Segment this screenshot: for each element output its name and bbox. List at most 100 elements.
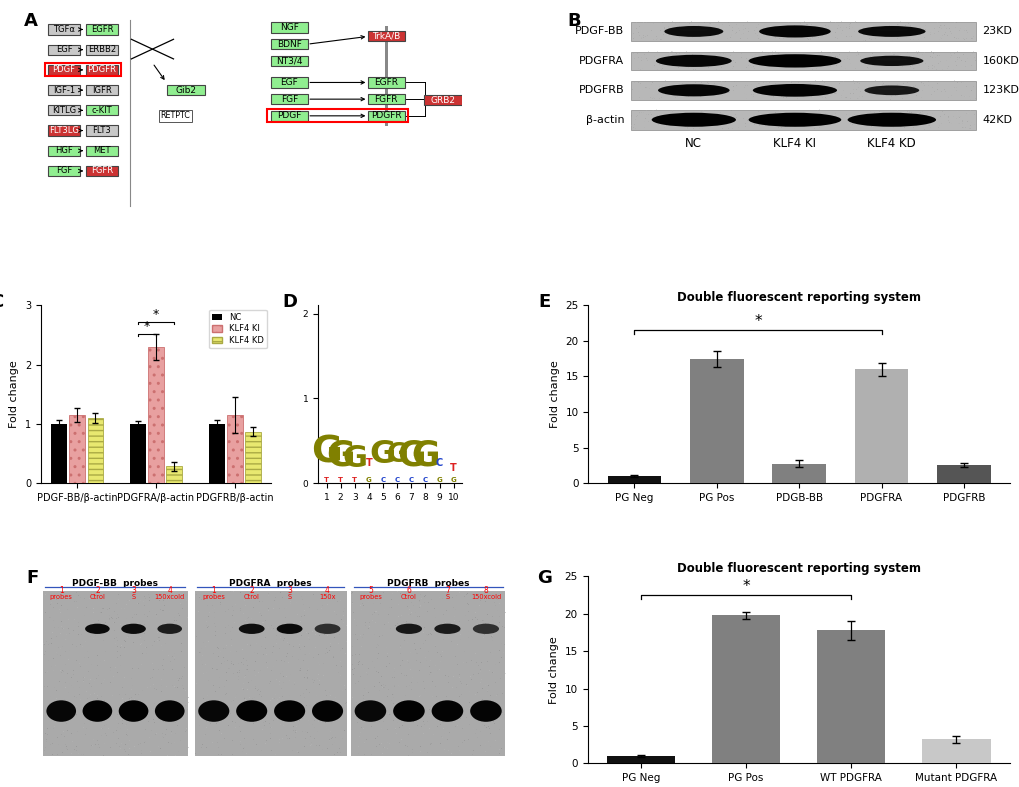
FancyBboxPatch shape <box>86 85 118 95</box>
Bar <box>630 52 975 70</box>
Text: TrkA/B: TrkA/B <box>372 31 400 41</box>
Ellipse shape <box>663 26 722 37</box>
Text: NT3/4: NT3/4 <box>276 57 303 65</box>
Ellipse shape <box>875 58 907 61</box>
Text: GRB2: GRB2 <box>430 96 455 105</box>
Text: probes: probes <box>202 593 225 600</box>
Text: G: G <box>386 442 408 467</box>
Text: D: D <box>282 293 297 311</box>
Title: Double fluorescent reporting system: Double fluorescent reporting system <box>677 291 920 305</box>
Ellipse shape <box>773 87 815 90</box>
Bar <box>630 110 975 130</box>
FancyBboxPatch shape <box>48 146 79 156</box>
Text: 6: 6 <box>407 586 411 595</box>
Ellipse shape <box>238 623 264 634</box>
FancyBboxPatch shape <box>270 77 308 87</box>
Ellipse shape <box>392 700 424 722</box>
Text: G: G <box>311 434 341 471</box>
Text: c-KIT: c-KIT <box>92 105 112 115</box>
Text: EGFR: EGFR <box>91 25 113 34</box>
Ellipse shape <box>864 86 918 95</box>
Text: S: S <box>287 593 291 600</box>
Text: 3: 3 <box>131 586 136 595</box>
Text: G: G <box>326 439 355 473</box>
Text: 150xcold: 150xcold <box>471 593 500 600</box>
Ellipse shape <box>276 623 303 634</box>
Bar <box>195 591 346 756</box>
Text: 1: 1 <box>59 586 63 595</box>
Text: PDGF-BB  probes: PDGF-BB probes <box>72 578 158 588</box>
Text: G: G <box>436 477 442 483</box>
Text: C: C <box>409 477 414 483</box>
FancyBboxPatch shape <box>86 146 118 156</box>
Text: KITLG: KITLG <box>52 105 76 115</box>
Ellipse shape <box>748 54 841 68</box>
Text: Ctrol: Ctrol <box>400 593 417 600</box>
Bar <box>351 591 504 756</box>
Ellipse shape <box>118 700 148 722</box>
Text: 8: 8 <box>483 586 488 595</box>
Text: S: S <box>445 593 449 600</box>
FancyBboxPatch shape <box>48 105 79 116</box>
Text: 42KD: 42KD <box>981 115 1012 125</box>
Text: G: G <box>396 439 425 473</box>
Text: NGF: NGF <box>279 23 299 32</box>
Text: EGF: EGF <box>56 45 72 54</box>
Ellipse shape <box>758 25 829 38</box>
Bar <box>606 756 675 763</box>
Ellipse shape <box>771 57 817 61</box>
Ellipse shape <box>473 623 498 634</box>
Ellipse shape <box>859 56 922 66</box>
Text: F: F <box>26 569 39 587</box>
FancyBboxPatch shape <box>86 166 118 176</box>
Text: PDGFRB: PDGFRB <box>578 85 624 95</box>
Text: PDGF: PDGF <box>52 65 75 75</box>
Ellipse shape <box>121 623 146 634</box>
Bar <box>771 464 825 483</box>
Text: G: G <box>370 439 395 471</box>
Text: PDGF-BB: PDGF-BB <box>575 27 624 36</box>
Y-axis label: Fold change: Fold change <box>548 636 558 704</box>
Bar <box>148 347 164 483</box>
Text: C: C <box>0 293 3 311</box>
FancyBboxPatch shape <box>86 105 118 116</box>
Text: PDGFR: PDGFR <box>88 65 116 75</box>
Ellipse shape <box>236 700 267 722</box>
Bar <box>129 424 146 483</box>
Ellipse shape <box>771 116 817 120</box>
Ellipse shape <box>869 116 913 120</box>
Ellipse shape <box>673 116 714 120</box>
Text: E: E <box>537 293 549 311</box>
Ellipse shape <box>355 700 386 722</box>
Ellipse shape <box>314 623 340 634</box>
Bar <box>226 415 243 483</box>
Text: probes: probes <box>359 593 381 600</box>
Text: *: * <box>144 320 150 333</box>
Text: TGFα: TGFα <box>53 25 74 34</box>
Ellipse shape <box>657 84 729 96</box>
Ellipse shape <box>877 87 905 90</box>
Text: Gib2: Gib2 <box>175 86 197 94</box>
Text: Ctrol: Ctrol <box>244 593 260 600</box>
FancyBboxPatch shape <box>270 39 308 50</box>
Ellipse shape <box>85 623 110 634</box>
Text: T: T <box>324 477 329 483</box>
Bar <box>166 467 181 483</box>
Text: IGFR: IGFR <box>92 86 112 94</box>
Text: Ctrol: Ctrol <box>90 593 105 600</box>
Ellipse shape <box>651 113 736 127</box>
Ellipse shape <box>847 113 935 127</box>
Bar <box>936 465 989 483</box>
Text: probes: probes <box>50 593 72 600</box>
Text: 2: 2 <box>95 586 100 595</box>
Ellipse shape <box>198 700 229 722</box>
Bar <box>630 81 975 100</box>
Legend: NC, KLF4 KI, KLF4 KD: NC, KLF4 KI, KLF4 KD <box>209 309 267 349</box>
Text: S: S <box>131 593 136 600</box>
Y-axis label: Fold change: Fold change <box>549 360 559 428</box>
Ellipse shape <box>776 28 812 31</box>
FancyBboxPatch shape <box>367 77 405 87</box>
FancyBboxPatch shape <box>86 24 118 35</box>
Ellipse shape <box>431 700 463 722</box>
Text: HGF: HGF <box>55 146 72 155</box>
